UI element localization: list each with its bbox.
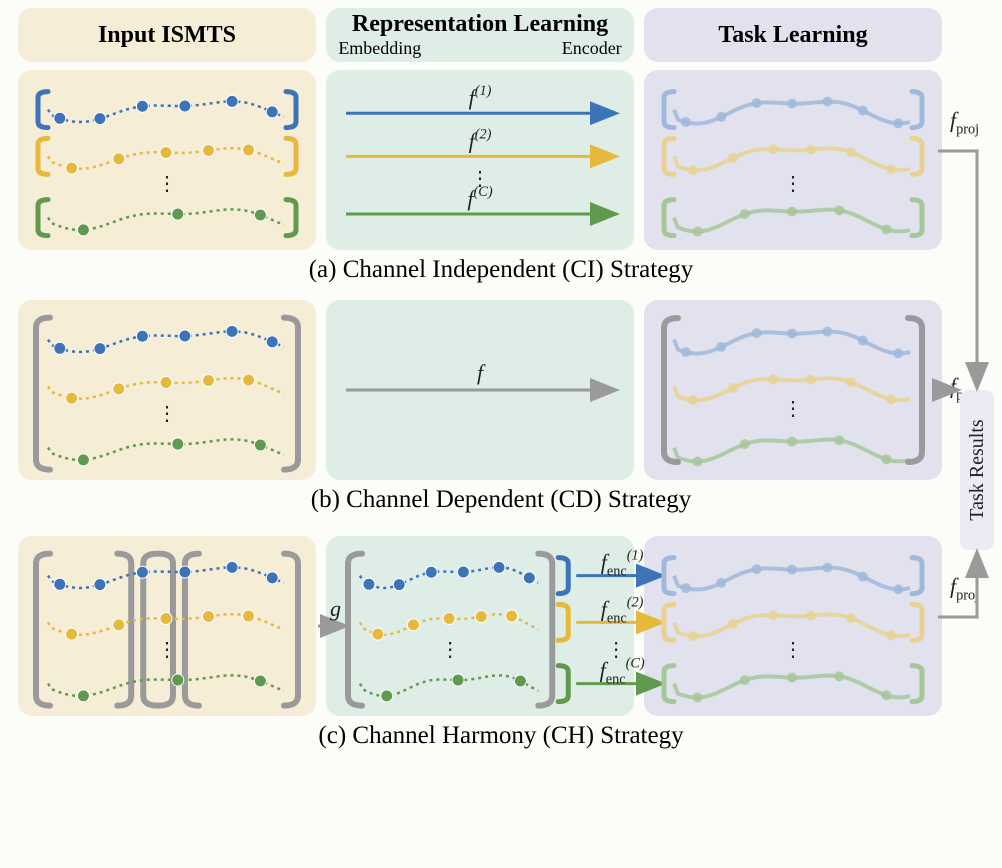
svg-text:⋮: ⋮ [440,639,460,661]
svg-text:f: f [477,360,486,385]
task-results-label: Task Results [966,419,988,521]
overlay-svg: ⋮⋮⋮f(1)f(2)f(C)⋮f⋮⋮g⋮⋮fenc(1)fenc(2)fenc… [0,0,1002,868]
svg-text:⋮: ⋮ [606,639,626,661]
svg-text:⋮: ⋮ [783,639,803,661]
svg-text:⋮: ⋮ [157,173,177,195]
svg-text:fproj: fproj [950,574,979,604]
svg-text:f(1): f(1) [469,83,492,110]
svg-text:⋮: ⋮ [783,173,803,195]
svg-text:f(2): f(2) [469,126,492,153]
svg-text:⋮: ⋮ [157,639,177,661]
svg-text:fproj: fproj [950,108,979,138]
svg-text:f(C): f(C) [467,184,492,211]
svg-text:g: g [330,596,341,621]
svg-text:⋮: ⋮ [157,403,177,425]
svg-text:⋮: ⋮ [783,398,803,420]
